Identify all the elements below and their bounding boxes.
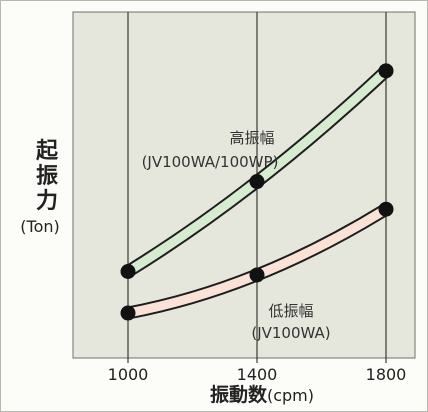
x-axis-label: 振動数(cpm) [210, 383, 314, 406]
x-axis-label-main: 振動数 [210, 383, 268, 406]
series-1-point-1 [249, 267, 265, 283]
x-tick-label-1: 1400 [237, 365, 278, 384]
series-1-point-2 [378, 201, 394, 217]
x-ticks: 1000 1400 1800 [108, 365, 407, 384]
series-0-point-0 [120, 264, 136, 279]
series-1-point-0 [120, 305, 136, 321]
series-low-label-line-2: (JV100WA) [251, 324, 330, 342]
series-0-point-1 [249, 174, 265, 190]
y-axis-label-line-1: 起 [35, 139, 59, 164]
y-axis-label-line-3: 力 [36, 189, 58, 214]
series-0-point-2 [378, 63, 394, 79]
x-tick-label-0: 1000 [108, 365, 149, 384]
y-axis-unit: (Ton) [20, 217, 59, 236]
x-axis-label-unit: (cpm) [267, 386, 314, 405]
series-high-label-line-1: 高振幅 [229, 129, 274, 147]
series-low-label-line-1: 低振幅 [268, 302, 313, 320]
x-tick-label-2: 1800 [366, 365, 407, 384]
y-axis-label-line-2: 振 [36, 164, 58, 189]
series-high-label-line-2: (JV100WA/100WP) [142, 153, 279, 171]
series-group [120, 63, 394, 321]
